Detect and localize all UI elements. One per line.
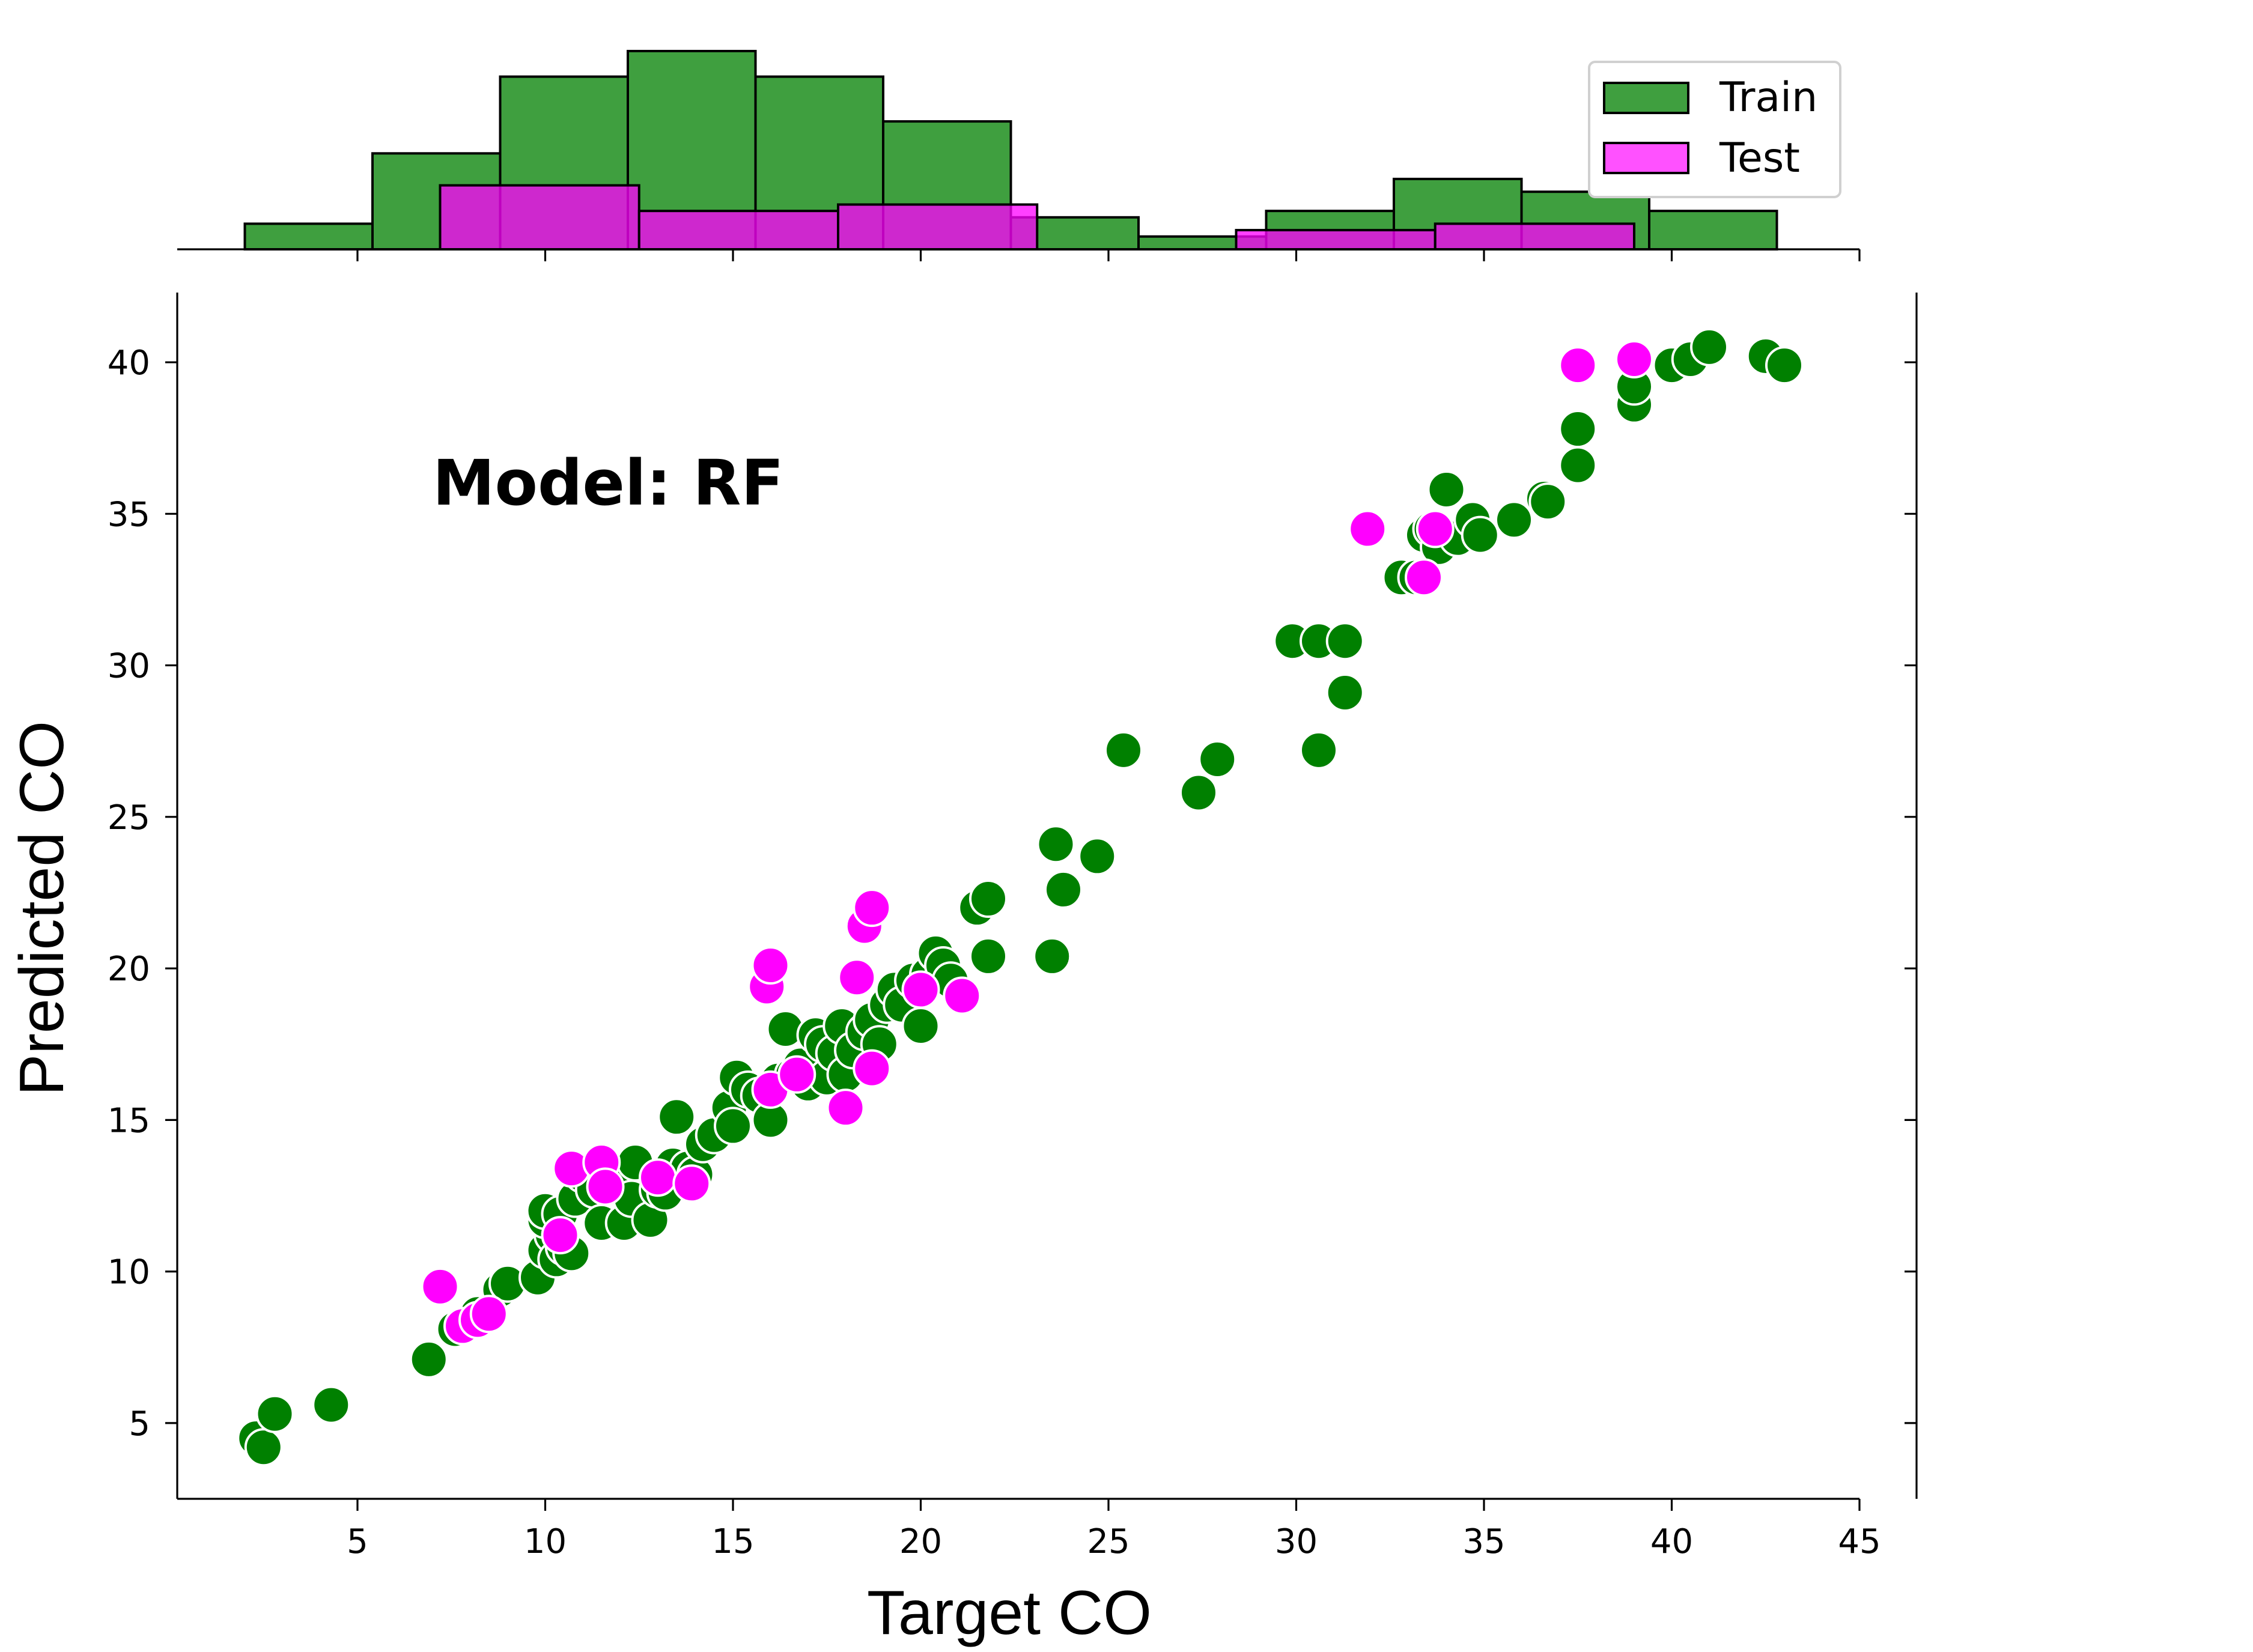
legend-label-train: Train (1719, 74, 1817, 121)
train-point (714, 1107, 752, 1146)
x-axis-title: Target CO (867, 1578, 1152, 1648)
train-point (1495, 500, 1533, 539)
x-tick-label: 35 (1462, 1522, 1505, 1561)
test-hist-bar (1235, 229, 1437, 251)
y-tick-label: 40 (108, 344, 150, 383)
legend: Train Test (1588, 61, 1841, 198)
x-tick-label: 30 (1275, 1522, 1318, 1561)
test-point (672, 1164, 711, 1203)
y-tick-label: 20 (108, 950, 150, 989)
test-point (1405, 558, 1443, 597)
train-point (409, 1340, 448, 1379)
y-tick-label: 35 (108, 495, 150, 534)
train-point (1528, 482, 1567, 521)
model-annotation: Model: RF (433, 446, 784, 520)
x-tick-label: 15 (711, 1522, 754, 1561)
train-point (657, 1098, 696, 1137)
x-tick-label: 25 (1087, 1522, 1130, 1561)
test-point (826, 1089, 865, 1128)
test-point (639, 1158, 677, 1197)
y-tick-label: 25 (108, 798, 150, 837)
test-point (901, 970, 940, 1009)
train-point (1690, 327, 1729, 366)
y-tick-label: 15 (108, 1101, 150, 1140)
test-point (1415, 509, 1455, 548)
train-point (1033, 937, 1072, 976)
x-tick-label: 10 (524, 1522, 567, 1561)
train-hist-bar (243, 222, 374, 251)
legend-label-test: Test (1719, 135, 1800, 182)
x-tick-label: 40 (1650, 1522, 1693, 1561)
x-tick-label: 20 (899, 1522, 942, 1561)
train-point (1325, 673, 1364, 712)
train-point (969, 937, 1008, 976)
test-point (1615, 339, 1653, 378)
test-point (853, 888, 892, 928)
legend-swatch-test (1603, 142, 1689, 174)
test-point (838, 958, 877, 997)
test-hist-bar (837, 203, 1039, 251)
train-point (1198, 739, 1237, 779)
train-point (1036, 825, 1075, 864)
test-hist-bar (439, 184, 640, 251)
test-point (586, 1167, 625, 1206)
train-point (1461, 515, 1500, 554)
test-point (751, 946, 790, 985)
test-hist-bar (637, 210, 839, 251)
test-hist-bar (1434, 222, 1635, 251)
legend-swatch-train (1603, 82, 1689, 114)
test-point (469, 1295, 508, 1334)
train-point (1179, 773, 1218, 812)
scatter-points (237, 327, 1804, 1467)
train-point (312, 1385, 351, 1424)
y-tick-label: 10 (108, 1253, 150, 1292)
train-point (1558, 446, 1598, 485)
x-tick-label: 45 (1838, 1522, 1881, 1561)
x-tick-label: 5 (347, 1522, 368, 1561)
test-point (421, 1267, 460, 1306)
train-point (1325, 622, 1364, 661)
marginal-histogram (243, 50, 1778, 251)
train-point (901, 1006, 940, 1045)
train-point (1765, 346, 1804, 385)
train-point (255, 1394, 294, 1433)
test-point (943, 976, 982, 1015)
axes: 5 10 15 20 25 30 35 40 45 5 10 15 20 25 30 35 40 (108, 248, 1918, 1561)
test-point (541, 1216, 580, 1255)
y-tick-label: 30 (108, 647, 150, 686)
train-point (244, 1428, 283, 1467)
y-axis-title: Predicted CO (7, 721, 77, 1096)
train-point (1300, 730, 1338, 770)
test-point (853, 1049, 892, 1088)
train-point (969, 879, 1008, 919)
test-point (1348, 509, 1387, 548)
train-point (1558, 410, 1598, 449)
train-hist-bar (1648, 210, 1778, 251)
train-point (1078, 837, 1117, 876)
y-tick-label: 5 (129, 1405, 150, 1444)
test-point (1558, 346, 1598, 385)
train-point (1427, 470, 1466, 509)
test-point (777, 1055, 816, 1094)
train-point (1104, 730, 1143, 770)
train-point (1044, 870, 1083, 909)
